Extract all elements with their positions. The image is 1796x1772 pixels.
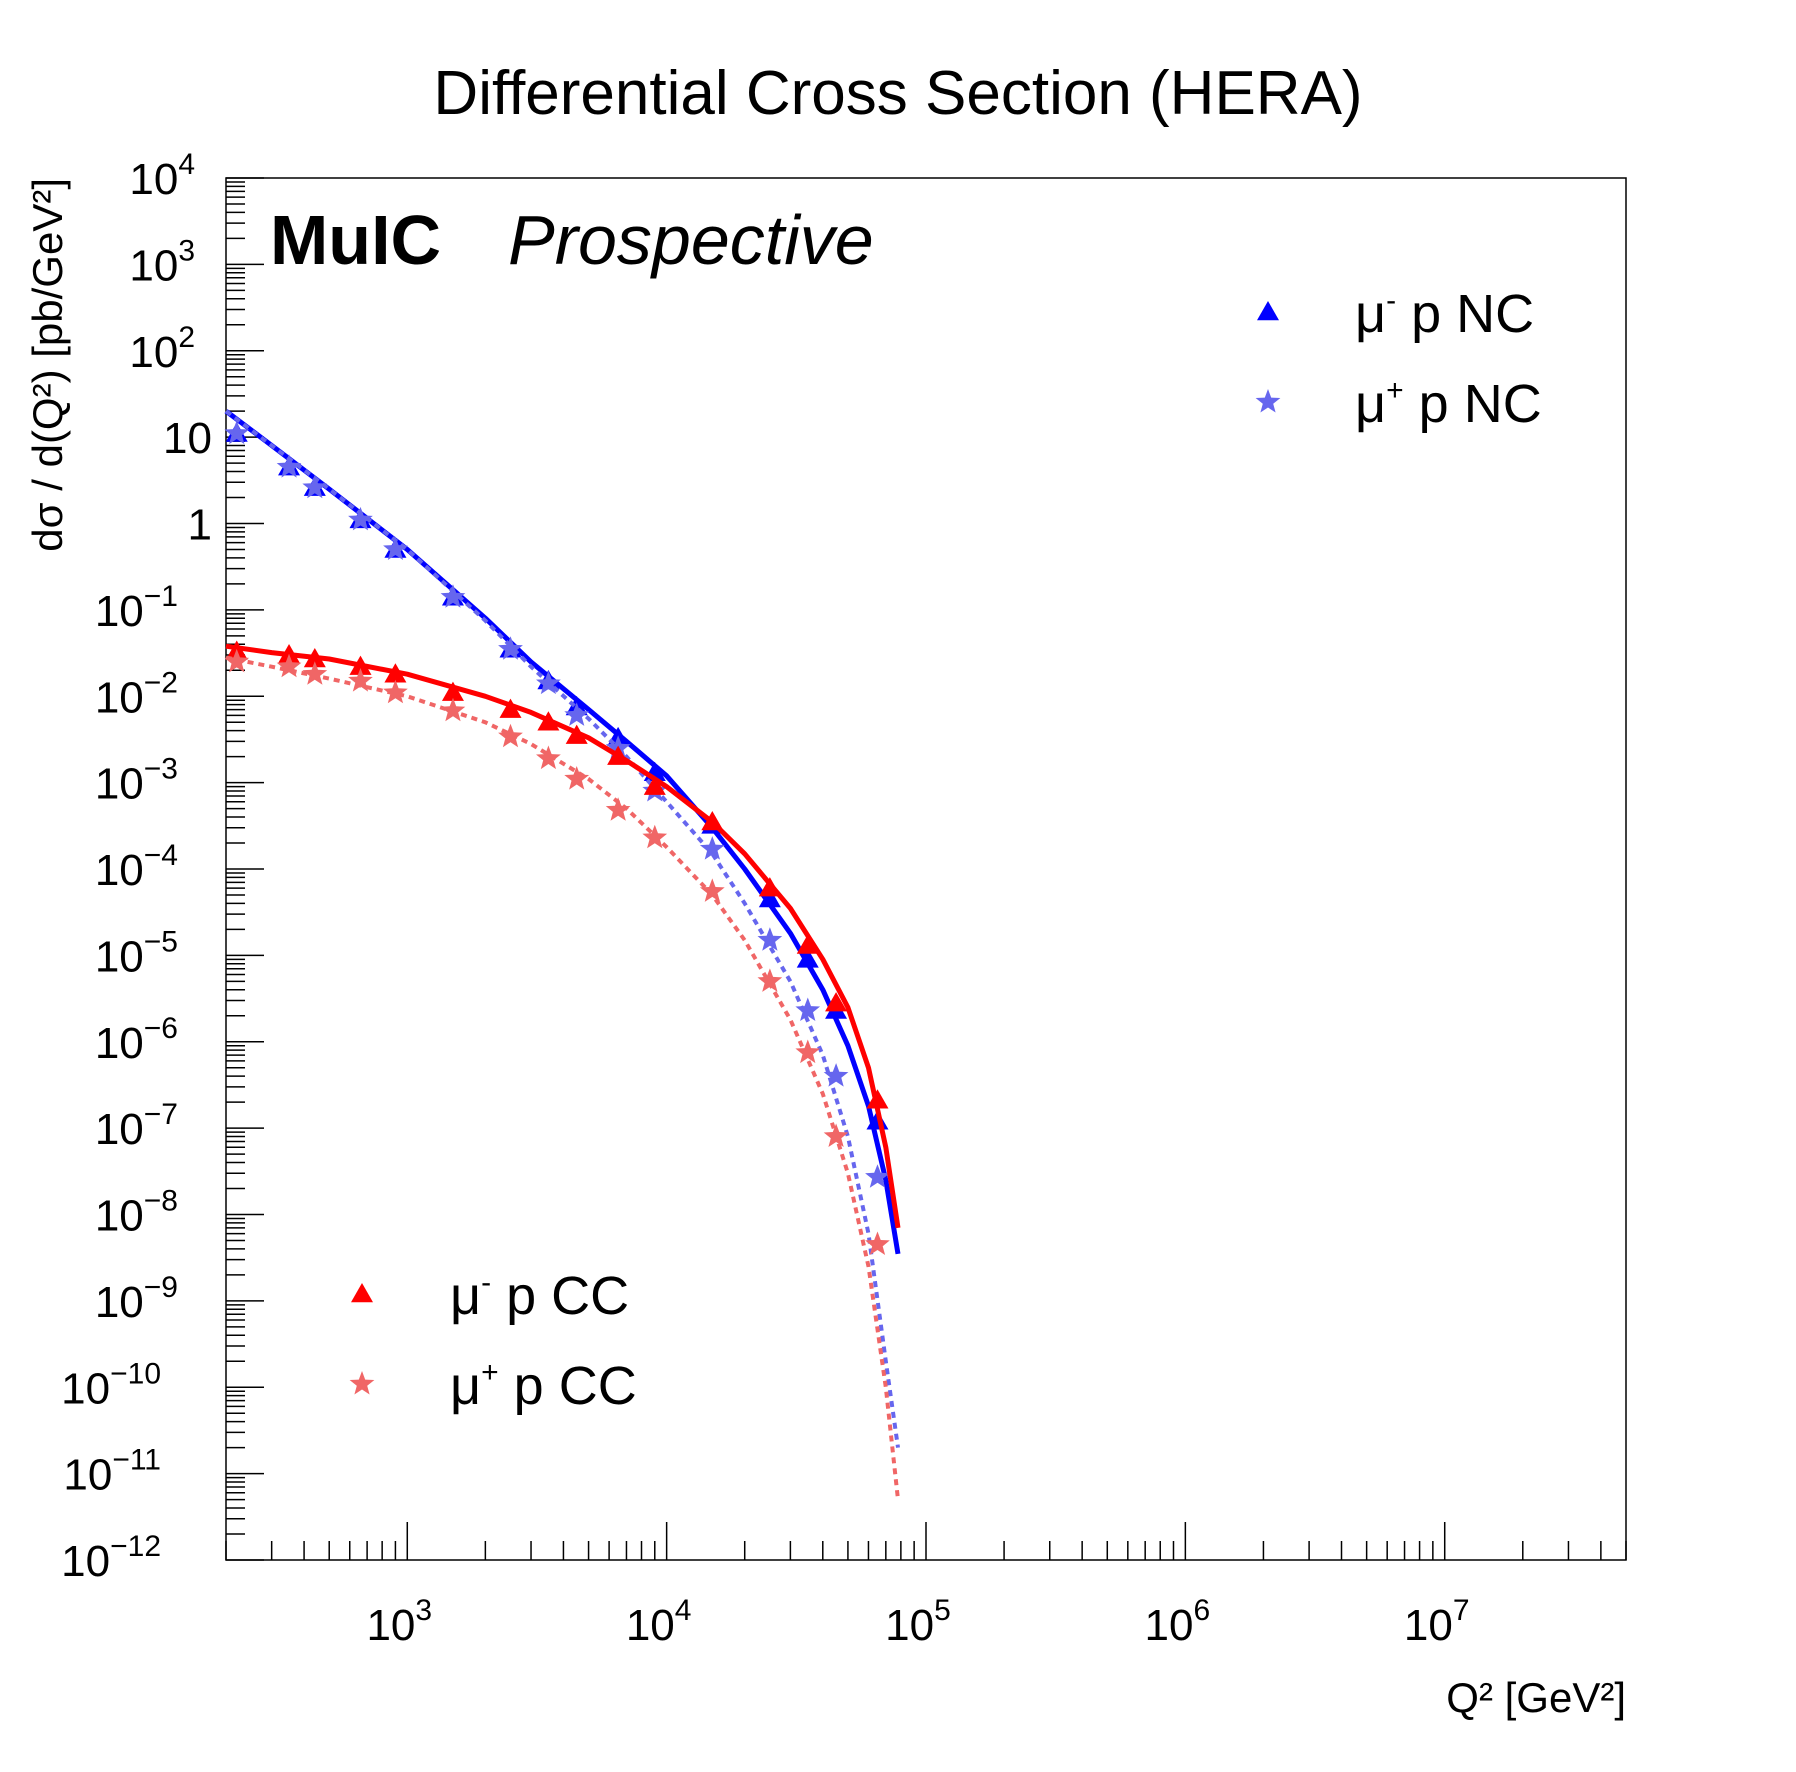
data-point-mu_plus_nc bbox=[699, 836, 725, 860]
data-point-mu_minus_cc bbox=[303, 647, 326, 668]
x-tick-label: 103 bbox=[366, 1594, 432, 1650]
chart-title: Differential Cross Section (HERA) bbox=[433, 59, 1362, 128]
y-tick-label: 10−3 bbox=[95, 753, 178, 809]
x-tick-label: 105 bbox=[885, 1594, 951, 1650]
data-point-mu_minus_cc bbox=[758, 877, 781, 897]
y-tick-label: 10−8 bbox=[95, 1185, 178, 1241]
data-point-mu_plus_nc bbox=[302, 474, 328, 499]
legend-top-right: μ- p NC μ+ p NC bbox=[1255, 284, 1542, 434]
data-point-mu_plus_nc bbox=[536, 670, 561, 695]
y-tick-label: 104 bbox=[129, 148, 195, 204]
annotation-group: MuIC Prospective bbox=[270, 201, 874, 279]
data-point-mu_plus_cc bbox=[348, 668, 373, 692]
series-mu_plus_cc bbox=[224, 648, 900, 1500]
y-tick-label: 10−7 bbox=[95, 1098, 178, 1154]
data-point-mu_minus_nc bbox=[796, 948, 819, 968]
data-point-mu_plus_cc bbox=[224, 648, 250, 673]
data-point-mu_minus_cc bbox=[825, 992, 848, 1012]
series-line-mu_minus_cc bbox=[225, 643, 901, 1229]
data-point-mu_plus_nc bbox=[383, 536, 408, 560]
data-point-mu_plus_nc bbox=[823, 1063, 849, 1087]
y-tick-label: 10−10 bbox=[61, 1357, 161, 1413]
data-point-mu_plus_cc bbox=[865, 1231, 890, 1255]
series-line-mu_plus_cc bbox=[225, 655, 900, 1500]
data-point-mu_plus_nc bbox=[498, 636, 523, 660]
data-point-mu_plus_nc bbox=[440, 584, 466, 608]
x-tick-label: 104 bbox=[626, 1594, 692, 1650]
data-point-mu_plus_cc bbox=[302, 661, 328, 685]
x-tick-label: 107 bbox=[1404, 1594, 1470, 1650]
data-point-mu_minus_cc bbox=[278, 644, 301, 664]
legend-label-mu_minus_nc: μ- p NC bbox=[1355, 284, 1534, 344]
axes-group: 103 104 105 106 107 104 103 102 10 110−1 10−2 10−3 1… bbox=[61, 148, 1627, 1650]
data-point-mu_plus_nc bbox=[795, 997, 821, 1021]
legend-group: μ- p NC μ+ p NC μ- p CC μ+ p CC bbox=[349, 284, 1542, 1416]
data-point-mu_plus_cc bbox=[498, 723, 523, 748]
legend-marker-mu_plus_nc bbox=[1255, 389, 1281, 413]
y-axis-label: dσ / d(Q²) [pb/GeV²] bbox=[24, 178, 71, 552]
y-tick-label: 10−6 bbox=[95, 1012, 178, 1068]
data-point-mu_minus_cc bbox=[349, 655, 372, 675]
x-axis-label: Q² [GeV²] bbox=[1446, 1674, 1626, 1721]
data-point-mu_minus_cc bbox=[537, 711, 560, 731]
y-tick-label: 10−4 bbox=[95, 839, 178, 895]
y-tick-label: 102 bbox=[129, 321, 195, 377]
data-point-mu_minus_cc bbox=[643, 775, 666, 795]
data-point-mu_plus_cc bbox=[383, 679, 408, 704]
data-point-mu_plus_nc bbox=[348, 506, 373, 531]
data-point-mu_plus_cc bbox=[642, 824, 668, 849]
y-tick-label: 103 bbox=[129, 234, 195, 290]
y-tick-label: 10−12 bbox=[61, 1530, 161, 1586]
data-point-mu_plus_cc bbox=[699, 878, 725, 902]
legend-label-mu_minus_cc: μ- p CC bbox=[450, 1266, 629, 1326]
data-point-mu_plus_cc bbox=[757, 968, 783, 992]
data-point-mu_plus_nc bbox=[564, 702, 590, 726]
data-point-mu_plus_cc bbox=[823, 1123, 849, 1147]
series-mu_minus_cc bbox=[225, 640, 901, 1229]
y-tick-label: 10−2 bbox=[95, 666, 178, 722]
status-tag: Prospective bbox=[508, 201, 874, 279]
data-point-mu_minus_cc bbox=[701, 811, 724, 831]
legend-label-mu_plus_nc: μ+ p NC bbox=[1355, 374, 1542, 434]
data-point-mu_plus_cc bbox=[440, 697, 466, 722]
data-point-mu_minus_cc bbox=[607, 745, 630, 765]
y-tick-label: 10−11 bbox=[63, 1444, 161, 1500]
x-tick-label: 106 bbox=[1145, 1594, 1211, 1650]
y-tick-label: 10−1 bbox=[95, 580, 178, 636]
data-point-mu_minus_cc bbox=[565, 724, 588, 744]
y-tick-label: 10 bbox=[163, 414, 212, 463]
data-point-mu_plus_cc bbox=[795, 1039, 821, 1064]
legend-bottom-left: μ- p CC μ+ p CC bbox=[349, 1266, 637, 1416]
legend-marker-mu_minus_nc bbox=[1257, 301, 1279, 321]
data-point-mu_minus_cc bbox=[866, 1089, 889, 1109]
data-point-mu_plus_cc bbox=[564, 766, 590, 790]
legend-marker-mu_minus_cc bbox=[351, 1283, 373, 1303]
series-line-mu_minus_nc bbox=[224, 409, 901, 1255]
data-point-mu_plus_cc bbox=[536, 745, 561, 770]
data-point-mu_minus_cc bbox=[441, 681, 464, 701]
y-tick-label: 10−9 bbox=[95, 1271, 178, 1327]
data-point-mu_minus_cc bbox=[384, 663, 407, 683]
y-tick-label: 10−5 bbox=[95, 925, 178, 981]
series-group bbox=[224, 409, 901, 1500]
legend-label-mu_plus_cc: μ+ p CC bbox=[450, 1356, 637, 1416]
y-tick-label: 1 bbox=[188, 501, 212, 550]
data-point-mu_plus_cc bbox=[605, 797, 631, 821]
data-point-mu_plus_cc bbox=[276, 653, 302, 678]
experiment-tag: MuIC bbox=[270, 201, 441, 279]
data-point-mu_minus_cc bbox=[796, 934, 819, 954]
data-point-mu_minus_nc bbox=[758, 887, 781, 908]
data-point-mu_plus_nc bbox=[276, 454, 302, 478]
data-point-mu_minus_cc bbox=[499, 698, 522, 718]
data-point-mu_plus_nc bbox=[224, 420, 250, 445]
data-point-mu_plus_nc bbox=[757, 927, 783, 951]
legend-marker-mu_plus_cc bbox=[349, 1371, 375, 1395]
data-point-mu_plus_nc bbox=[865, 1164, 890, 1188]
